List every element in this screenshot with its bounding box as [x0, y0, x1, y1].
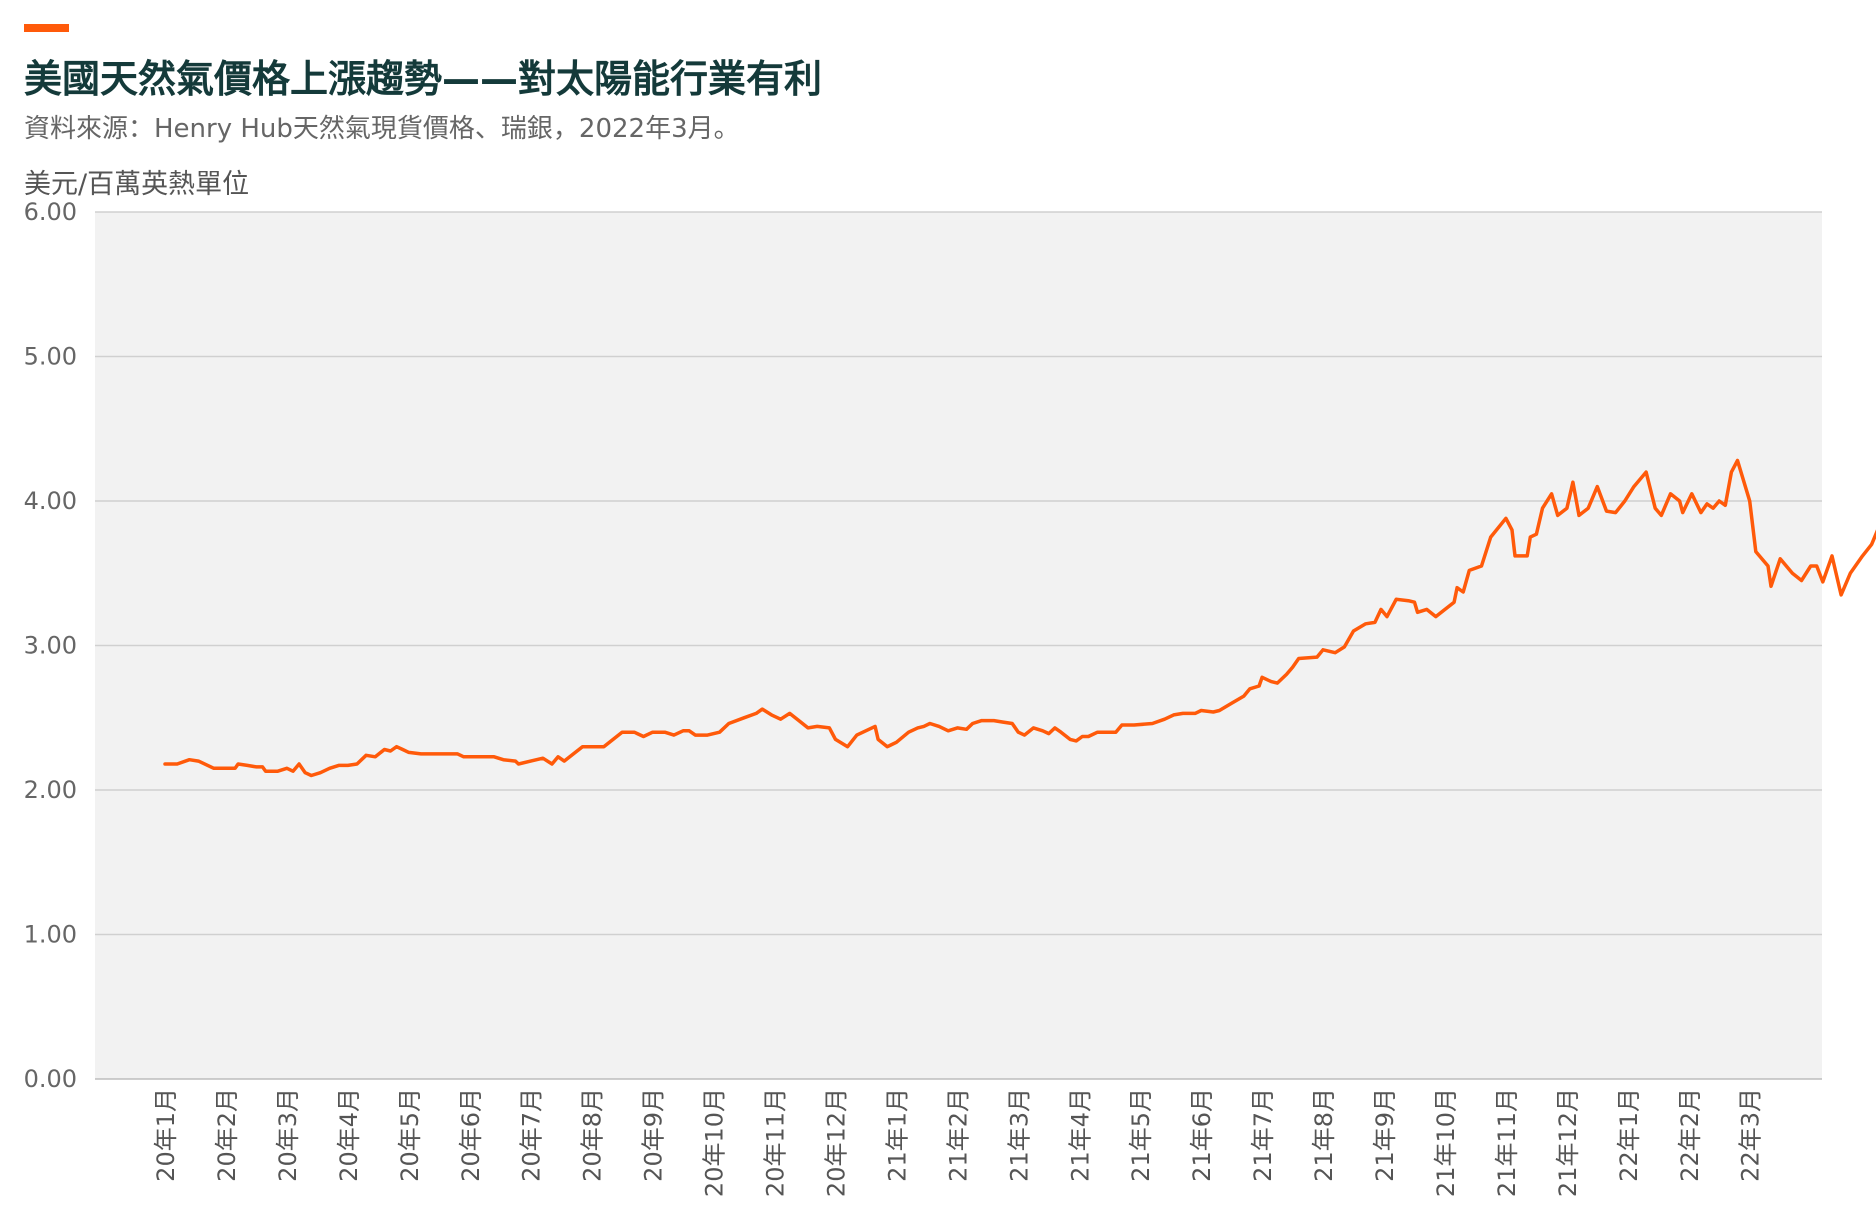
x-tick-label: 21年1月 [883, 1088, 911, 1182]
x-tick-label: 20年3月 [274, 1088, 302, 1182]
price-series-line [163, 458, 1876, 778]
y-tick-label: 1.00 [24, 921, 77, 949]
x-tick-label: 20年7月 [518, 1088, 546, 1182]
y-tick-label: 3.00 [24, 632, 77, 660]
x-tick-label: 22年2月 [1676, 1088, 1704, 1182]
x-tick-label: 21年5月 [1127, 1088, 1155, 1182]
y-tick-label: 4.00 [24, 487, 77, 515]
y-tick-label: 5.00 [24, 343, 77, 371]
y-tick-label: 6.00 [24, 198, 77, 226]
x-tick-label: 22年1月 [1615, 1088, 1643, 1182]
accent-bar [24, 24, 69, 32]
y-tick-label: 0.00 [24, 1065, 77, 1093]
x-tick-label: 20年1月 [152, 1088, 180, 1182]
chart-title: 美國天然氣價格上漲趨勢——對太陽能行業有利 [24, 57, 823, 101]
y-axis-unit-label: 美元/百萬英熱單位 [24, 169, 250, 200]
y-tick-label: 2.00 [24, 776, 77, 804]
x-tick-label: 21年3月 [1005, 1088, 1033, 1182]
x-tick-label: 21年6月 [1188, 1088, 1216, 1182]
x-tick-label: 20年9月 [640, 1088, 668, 1182]
x-tick-label: 20年10月 [701, 1088, 729, 1197]
x-tick-label: 20年6月 [457, 1088, 485, 1182]
x-tick-label: 21年10月 [1432, 1088, 1460, 1197]
x-tick-label: 20年8月 [579, 1088, 607, 1182]
x-tick-label: 21年9月 [1371, 1088, 1399, 1182]
x-tick-label: 20年2月 [213, 1088, 241, 1182]
x-tick-label: 21年8月 [1310, 1088, 1338, 1182]
x-tick-label: 21年7月 [1249, 1088, 1277, 1182]
x-tick-label: 20年11月 [762, 1088, 790, 1197]
x-tick-label: 20年5月 [396, 1088, 424, 1182]
x-tick-label: 21年12月 [1554, 1088, 1582, 1197]
x-tick-label: 21年2月 [944, 1088, 972, 1182]
x-tick-label: 20年4月 [335, 1088, 363, 1182]
x-tick-label: 21年4月 [1066, 1088, 1094, 1182]
x-tick-label: 22年3月 [1737, 1088, 1765, 1182]
x-tick-label: 20年12月 [822, 1088, 850, 1197]
x-tick-label: 21年11月 [1493, 1088, 1521, 1197]
chart-source: 資料來源：Henry Hub天然氣現貨價格、瑞銀，2022年3月。 [24, 114, 740, 144]
